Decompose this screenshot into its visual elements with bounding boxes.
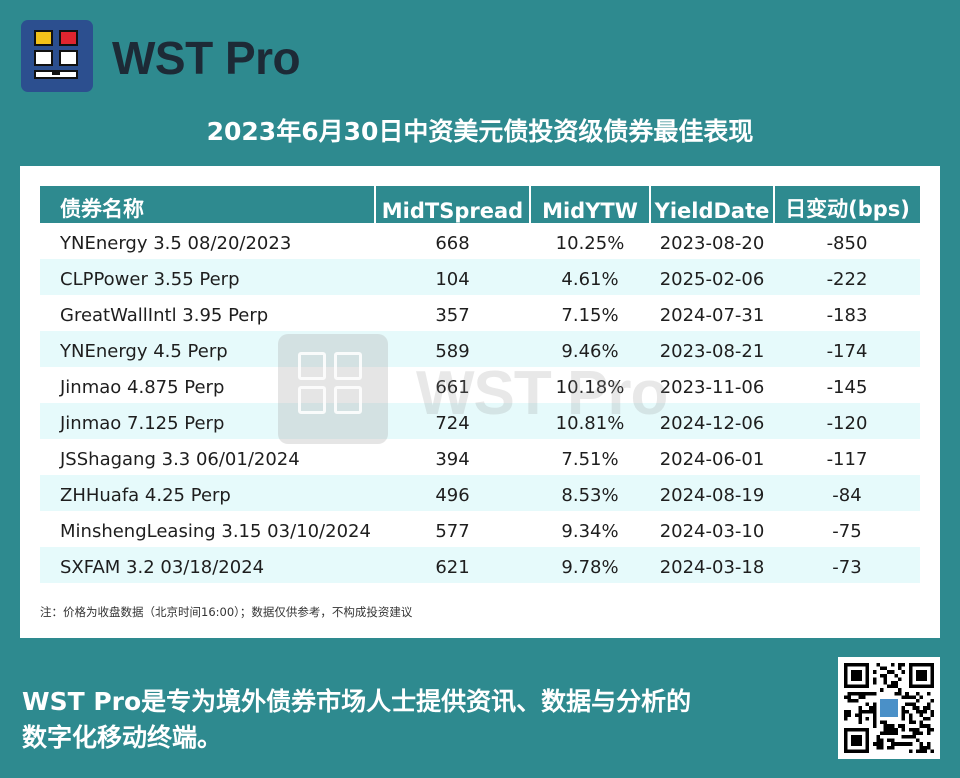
cell-midytw: 10.18% [555, 376, 625, 398]
cell-daily-change: -183 [826, 304, 868, 326]
cell-midytw: 4.61% [530, 259, 650, 295]
bond-table: 债券名称 MidTSpread MidYTW YieldDate 日变动(bps… [40, 186, 920, 583]
cell-yielddate: 2025-02-06 [650, 259, 774, 295]
cell-bond-name: YNEnergy 4.5 Perp [40, 331, 375, 367]
cell-yielddate: 2024-12-06 [650, 403, 774, 439]
table-row: MinshengLeasing 3.15 03/10/2024 577 9.34% 2… [40, 511, 920, 547]
cell-midytw: 10.81% [530, 403, 650, 439]
footer-line-2: 数字化移动终端。 [22, 723, 223, 752]
cell-yielddate: 2024-08-19 [650, 475, 774, 511]
table-row: SXFAM 3.2 03/18/2024 621 9.78% 2024-03-18 -7… [40, 547, 920, 583]
cell-midytw: 9.46% [530, 331, 650, 367]
cell-yielddate: 2024-07-31 [659, 304, 765, 326]
cell-daily-change: -120 [774, 403, 920, 439]
cell-yielddate: 2023-08-20 [659, 232, 765, 254]
cell-midtspread: 724 [375, 403, 530, 439]
cell-bond-name: Jinmao 4.875 Perp [60, 376, 225, 398]
cell-yielddate: 2024-03-10 [659, 520, 765, 542]
header-bond-name: 债券名称 [40, 186, 376, 223]
table-row: CLPPower 3.55 Perp 104 4.61% 2025-02-06 -222 [40, 259, 920, 295]
cell-midtspread: 496 [375, 475, 530, 511]
header-midtspread: MidTSpread [375, 186, 531, 223]
cell-midtspread: 104 [375, 259, 530, 295]
cell-bond-name: ZHHuafa 4.25 Perp [40, 475, 375, 511]
cell-midytw: 8.53% [530, 475, 650, 511]
cell-midtspread: 621 [375, 547, 530, 583]
footnote: 注：价格为收盘数据（北京时间16:00）；数据仅供参考，不构成投资建议 [40, 605, 413, 619]
header-yielddate: YieldDate [650, 186, 775, 223]
table-row: Jinmao 7.125 Perp 724 10.81% 2024-12-06 -120 [40, 403, 920, 439]
table-row: YNEnergy 4.5 Perp 589 9.46% 2023-08-21 -174 [40, 331, 920, 367]
brand-name: WST Pro [112, 32, 301, 84]
cell-midytw: 9.78% [530, 547, 650, 583]
cell-midtspread: 661 [435, 376, 470, 398]
table-row: YNEnergy 3.5 08/20/2023 668 10.25% 2023-08-… [40, 223, 920, 259]
cell-yielddate: 2024-03-18 [650, 547, 774, 583]
footer-tagline: WST Pro是专为境外债券市场人士提供资讯、数据与分析的 数字化移动终端。 [22, 684, 802, 756]
cell-bond-name: CLPPower 3.55 Perp [40, 259, 375, 295]
cell-bond-name: Jinmao 7.125 Perp [40, 403, 375, 439]
cell-midtspread: 577 [435, 520, 470, 542]
cell-daily-change: -222 [774, 259, 920, 295]
cell-daily-change: -145 [826, 376, 868, 398]
cell-yielddate: 2024-06-01 [659, 448, 765, 470]
cell-midytw: 7.15% [561, 304, 619, 326]
cell-daily-change: -84 [774, 475, 920, 511]
cell-daily-change: -75 [832, 520, 862, 542]
wst-pro-logo-icon [21, 20, 93, 92]
cell-midtspread: 357 [435, 304, 470, 326]
cell-midytw: 9.34% [561, 520, 619, 542]
cell-midtspread: 668 [435, 232, 470, 254]
table-row: GreatWallIntl 3.95 Perp 357 7.15% 2024-07-3… [40, 295, 920, 331]
footer-line-1: WST Pro是专为境外债券市场人士提供资讯、数据与分析的 [22, 687, 692, 716]
qr-code-icon [838, 657, 940, 759]
cell-midtspread: 394 [435, 448, 470, 470]
cell-yielddate: 2023-11-06 [659, 376, 765, 398]
cell-daily-change: -850 [826, 232, 868, 254]
cell-bond-name: YNEnergy 3.5 08/20/2023 [60, 232, 292, 254]
table-row: ZHHuafa 4.25 Perp 496 8.53% 2024-08-19 -84 [40, 475, 920, 511]
cell-bond-name: JSShagang 3.3 06/01/2024 [60, 448, 300, 470]
header-daily-change: 日变动(bps) [774, 186, 920, 223]
cell-daily-change: -73 [774, 547, 920, 583]
page-title: 2023年6月30日中资美元债投资级债券最佳表现 [206, 117, 754, 146]
cell-daily-change: -117 [826, 448, 868, 470]
cell-midtspread: 589 [375, 331, 530, 367]
cell-bond-name: SXFAM 3.2 03/18/2024 [40, 547, 375, 583]
table-panel: 债券名称 MidTSpread MidYTW YieldDate 日变动(bps… [20, 166, 940, 638]
cell-yielddate: 2023-08-21 [650, 331, 774, 367]
cell-bond-name: MinshengLeasing 3.15 03/10/2024 [60, 520, 371, 542]
header-midytw: MidYTW [530, 186, 651, 223]
table-row: Jinmao 4.875 Perp 661 10.18% 2023-11-06 -145 [40, 367, 920, 403]
table-row: JSShagang 3.3 06/01/2024 394 7.51% 2024-06-… [40, 439, 920, 475]
cell-midytw: 10.25% [555, 232, 625, 254]
table-header-row: 债券名称 MidTSpread MidYTW YieldDate 日变动(bps… [40, 186, 920, 223]
cell-bond-name: GreatWallIntl 3.95 Perp [60, 304, 269, 326]
cell-daily-change: -174 [774, 331, 920, 367]
cell-midytw: 7.51% [561, 448, 619, 470]
